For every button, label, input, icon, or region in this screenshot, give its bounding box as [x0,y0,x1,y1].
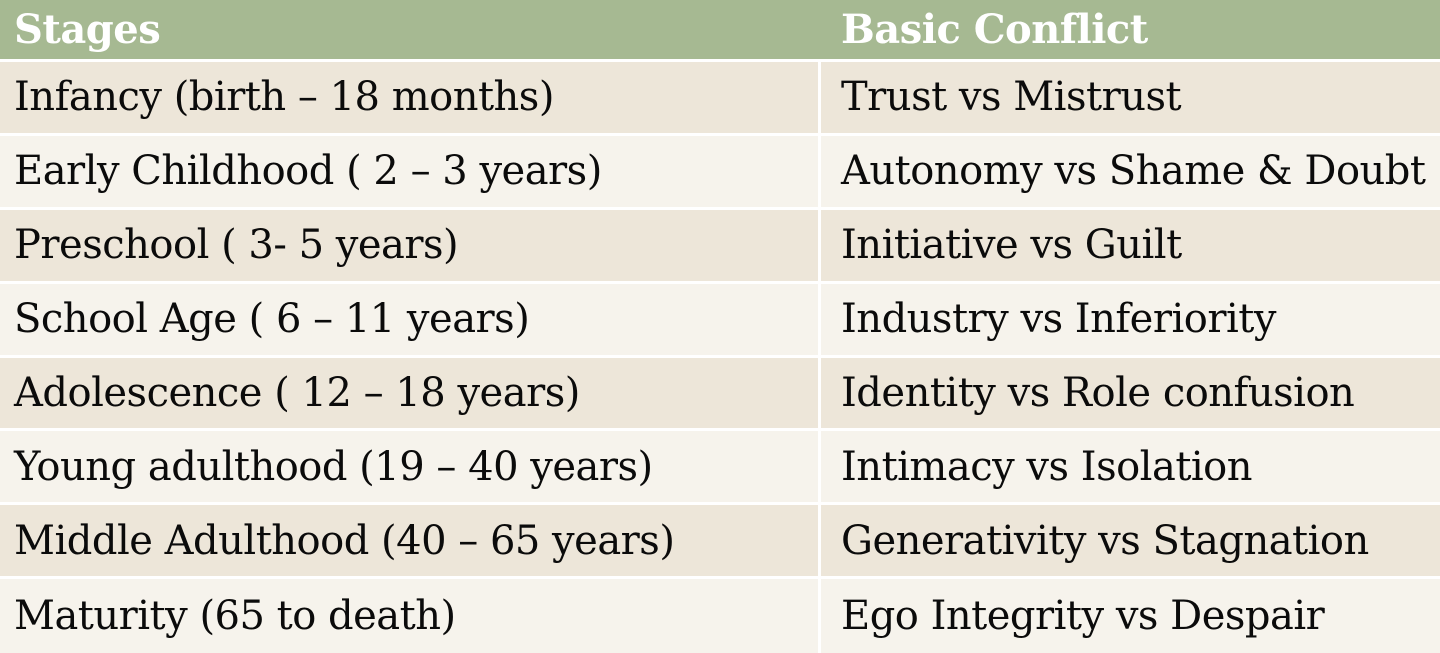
stage-cell: Preschool ( 3- 5 years) [0,209,818,284]
stage-cell: Adolescence ( 12 – 18 years) [0,357,818,432]
header-stages: Stages [0,0,818,62]
conflict-cell: Industry vs Inferiority [818,283,1440,358]
conflict-cell: Autonomy vs Shame & Doubt [818,135,1440,210]
conflict-cell: Identity vs Role confusion [818,357,1440,432]
stage-cell: School Age ( 6 – 11 years) [0,283,818,358]
header-basic-conflict: Basic Conflict [818,0,1440,62]
conflict-cell: Generativity vs Stagnation [818,505,1440,580]
stage-cell: Early Childhood ( 2 – 3 years) [0,135,818,210]
conflict-cell: Ego Integrity vs Despair [818,579,1440,653]
conflict-cell: Initiative vs Guilt [818,209,1440,284]
conflict-cell: Trust vs Mistrust [818,62,1440,136]
stage-cell: Infancy (birth – 18 months) [0,62,818,136]
stage-cell: Maturity (65 to death) [0,579,818,653]
stage-cell: Young adulthood (19 – 40 years) [0,431,818,506]
stage-cell: Middle Adulthood (40 – 65 years) [0,505,818,580]
conflict-cell: Intimacy vs Isolation [818,431,1440,506]
